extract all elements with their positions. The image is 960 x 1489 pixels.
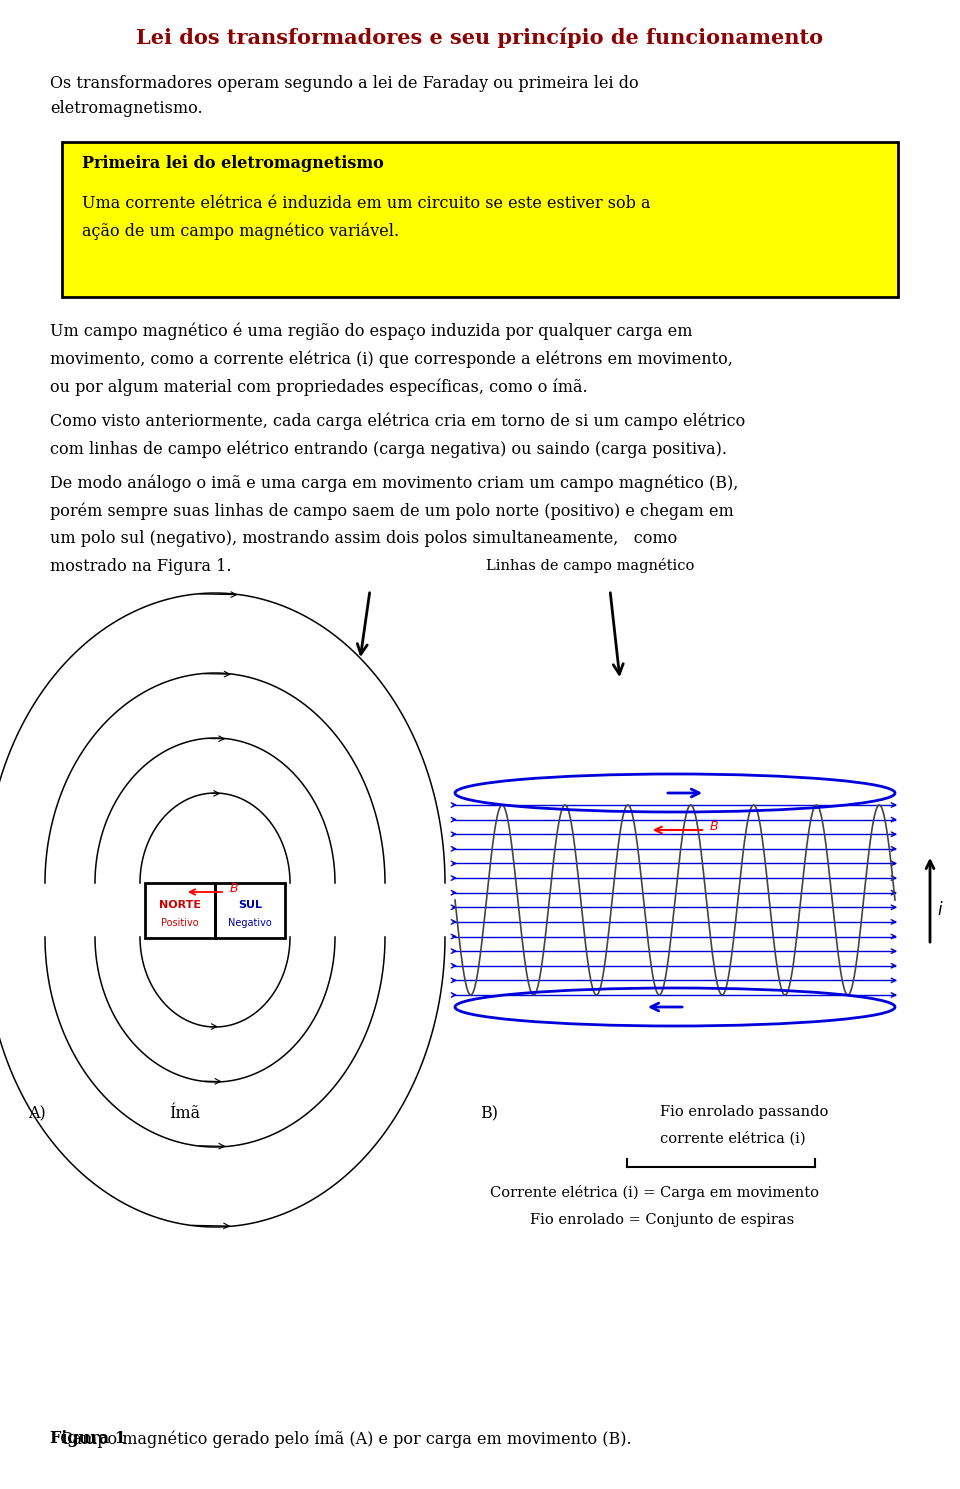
Text: NORTE: NORTE (159, 899, 201, 910)
Text: SUL: SUL (238, 899, 262, 910)
Text: mostrado na Figura 1.: mostrado na Figura 1. (50, 558, 231, 575)
Text: Positivo: Positivo (161, 919, 199, 928)
Text: Figura 1: Figura 1 (50, 1429, 126, 1447)
Text: ação de um campo magnético variável.: ação de um campo magnético variável. (82, 222, 399, 240)
Text: Corrente elétrica (i) = Carga em movimento: Corrente elétrica (i) = Carga em movimen… (490, 1185, 819, 1200)
Text: A): A) (28, 1105, 46, 1123)
Text: porém sempre suas linhas de campo saem de um polo norte (positivo) e chegam em: porém sempre suas linhas de campo saem d… (50, 502, 733, 520)
Bar (215, 883, 285, 938)
Text: Os transformadores operam segundo a lei de Faraday ou primeira lei do: Os transformadores operam segundo a lei … (50, 74, 638, 92)
Text: Primeira lei do eletromagnetismo: Primeira lei do eletromagnetismo (82, 155, 384, 173)
Text: Como visto anteriormente, cada carga elétrica cria em torno de si um campo elétr: Como visto anteriormente, cada carga elé… (50, 412, 745, 429)
Bar (145, 883, 215, 938)
Text: Lei dos transformadores e seu princípio de funcionamento: Lei dos transformadores e seu princípio … (136, 28, 824, 49)
Text: B): B) (480, 1105, 498, 1123)
Text: De modo análogo o imã e uma carga em movimento criam um campo magnético (B),: De modo análogo o imã e uma carga em mov… (50, 474, 738, 491)
Text: Negativo: Negativo (228, 919, 272, 928)
Text: i: i (937, 901, 942, 919)
Text: com linhas de campo elétrico entrando (carga negativa) ou saindo (carga positiva: com linhas de campo elétrico entrando (c… (50, 441, 727, 457)
Text: corrente elétrica (i): corrente elétrica (i) (660, 1132, 805, 1145)
Text: Linhas de campo magnético: Linhas de campo magnético (486, 558, 694, 573)
Text: B: B (230, 881, 239, 895)
Text: Ímã: Ímã (169, 1105, 201, 1123)
Text: eletromagnetismo.: eletromagnetismo. (50, 100, 203, 118)
FancyBboxPatch shape (62, 141, 898, 296)
Text: Uma corrente elétrica é induzida em um circuito se este estiver sob a: Uma corrente elétrica é induzida em um c… (82, 195, 651, 211)
Text: Fio enrolado = Conjunto de espiras: Fio enrolado = Conjunto de espiras (530, 1214, 794, 1227)
Text: Campo magnético gerado pelo ímã (A) e por carga em movimento (B).: Campo magnético gerado pelo ímã (A) e po… (50, 1429, 632, 1447)
Text: um polo sul (negativo), mostrando assim dois polos simultaneamente,   como: um polo sul (negativo), mostrando assim … (50, 530, 677, 546)
Text: ou por algum material com propriedades específicas, como o ímã.: ou por algum material com propriedades e… (50, 378, 588, 396)
Text: Um campo magnético é uma região do espaço induzida por qualquer carga em: Um campo magnético é uma região do espaç… (50, 322, 692, 339)
Text: movimento, como a corrente elétrica (i) que corresponde a elétrons em movimento,: movimento, como a corrente elétrica (i) … (50, 350, 732, 368)
Text: B: B (710, 820, 719, 834)
Text: Fio enrolado passando: Fio enrolado passando (660, 1105, 828, 1120)
